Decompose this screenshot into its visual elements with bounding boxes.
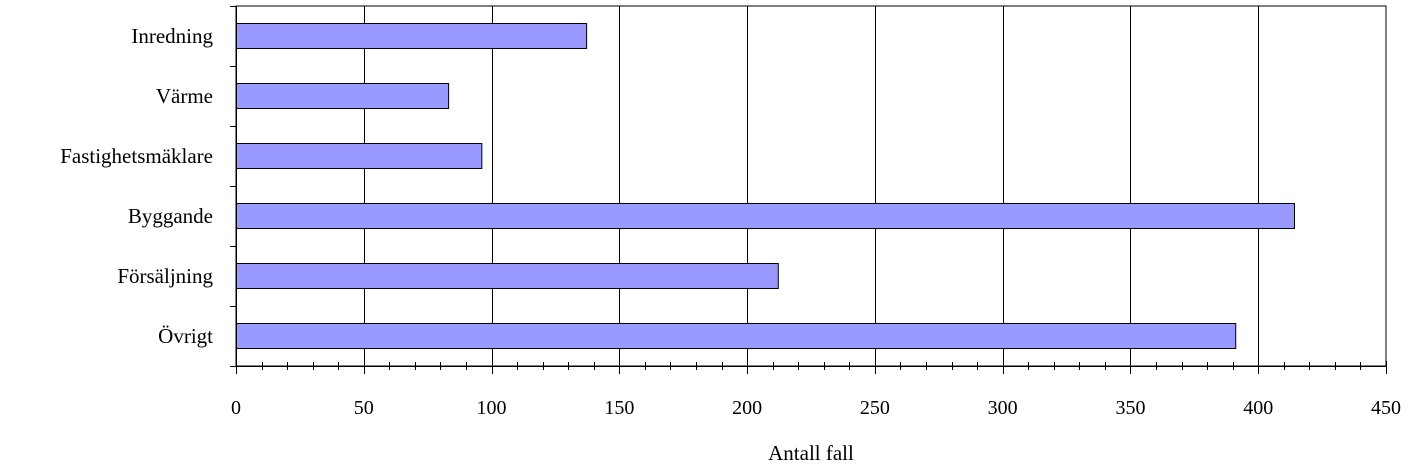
x-tick-label: 200 xyxy=(732,397,762,419)
bar xyxy=(236,203,1295,229)
x-tick-label: 450 xyxy=(1371,397,1401,419)
x-tick-label: 100 xyxy=(477,397,507,419)
x-tick-label: 250 xyxy=(860,397,890,419)
x-tick-label: 300 xyxy=(988,397,1018,419)
category-label: Försäljning xyxy=(117,264,213,288)
y-axis: Inredning Värme Fastighetsmäklare Byggande F… xyxy=(60,6,237,367)
x-tick-label: 150 xyxy=(604,397,634,419)
x-tick-label: 350 xyxy=(1115,397,1145,419)
gridlines xyxy=(364,6,1259,366)
x-axis: 0 50 100 150 200 250 300 350 400 450 xyxy=(231,361,1401,419)
bars xyxy=(236,23,1295,349)
bar xyxy=(236,23,588,49)
x-tick-label: 0 xyxy=(231,397,241,419)
bar xyxy=(236,323,1237,349)
plot-area xyxy=(235,5,1387,367)
x-tick-label: 50 xyxy=(354,397,374,419)
bar xyxy=(236,263,779,289)
category-label: Inredning xyxy=(131,24,213,48)
category-label: Byggande xyxy=(128,204,213,228)
x-axis-title: Antall fall xyxy=(768,441,854,465)
category-label: Övrigt xyxy=(158,324,213,348)
x-tick-label: 400 xyxy=(1243,397,1273,419)
bar xyxy=(236,83,450,109)
bar xyxy=(236,143,483,169)
category-label: Fastighetsmäklare xyxy=(60,144,213,168)
category-label: Värme xyxy=(156,84,213,108)
